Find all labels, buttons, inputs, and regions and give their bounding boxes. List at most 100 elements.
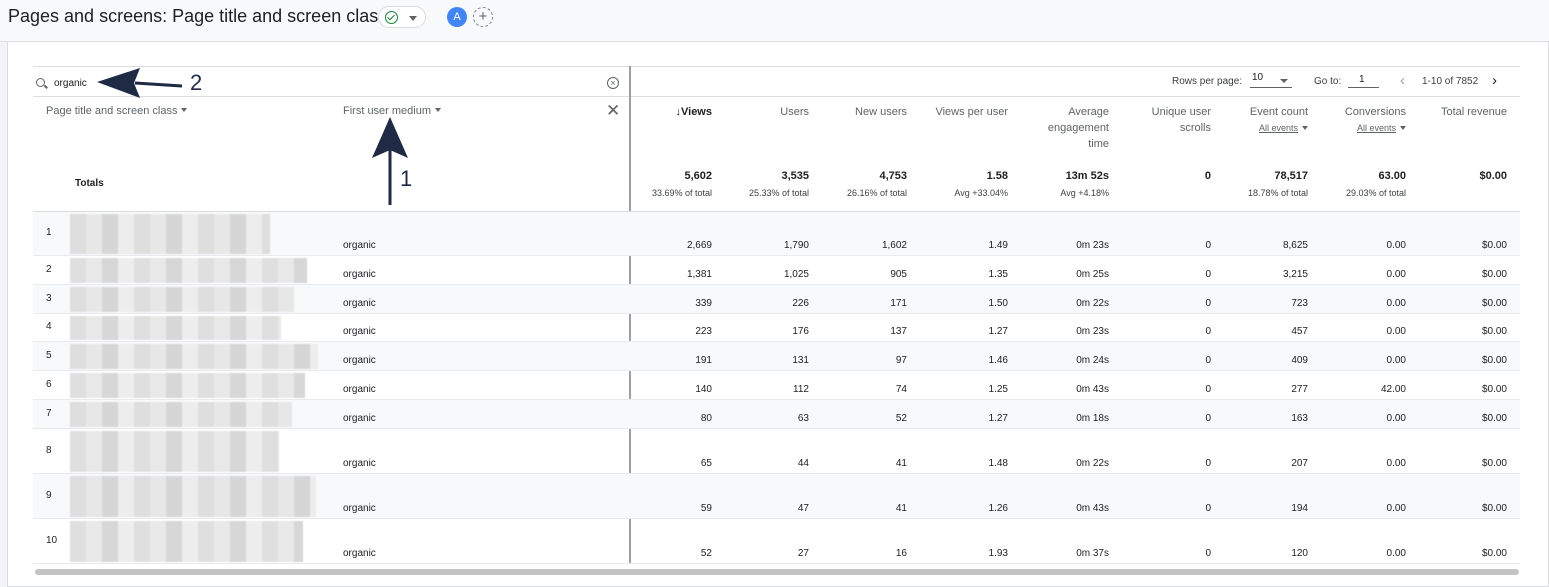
total-subtext: 33.69% of total <box>651 188 712 198</box>
metric-cell: 0m 23s <box>1076 326 1109 337</box>
metric-cell: 16 <box>895 548 907 559</box>
metric-cell: 0m 24s <box>1076 355 1109 366</box>
goto-page-input[interactable] <box>1348 72 1379 88</box>
prev-page-icon[interactable]: ‹ <box>1400 72 1405 89</box>
page-range: 1-10 of 7852 <box>1422 76 1479 87</box>
total-subtext: Avg +33.04% <box>954 188 1008 198</box>
total-subtext: 26.16% of total <box>846 188 907 198</box>
metric-cell: 80 <box>700 413 712 424</box>
total-value: 13m 52s <box>1065 170 1109 182</box>
metric-header-unique-user-scrolls[interactable]: Unique user scrolls <box>1151 106 1211 134</box>
first-user-medium-cell: organic <box>343 413 376 424</box>
row-index: 3 <box>46 292 52 304</box>
metric-cell: 0.00 <box>1386 269 1406 280</box>
metric-cell: $0.00 <box>1481 384 1507 395</box>
metric-cell: 59 <box>700 503 712 514</box>
redacted-page-title <box>70 287 294 312</box>
metric-cell: 223 <box>695 326 712 337</box>
table-row[interactable] <box>33 371 1520 400</box>
row-index: 9 <box>46 489 52 501</box>
redacted-page-title <box>70 402 292 427</box>
metric-header-average-engagement-time[interactable]: Average engagement time <box>1047 106 1109 150</box>
metric-cell: 97 <box>895 355 907 366</box>
dimension-header-first-user-medium[interactable]: First user medium <box>343 105 442 117</box>
metric-cell: 0 <box>1205 384 1211 395</box>
metric-cell: 42.00 <box>1380 384 1406 395</box>
metric-header-conversions[interactable]: Conversions <box>1344 106 1406 118</box>
table-row[interactable] <box>33 212 1520 256</box>
metric-cell: 194 <box>1291 503 1308 514</box>
dropdown-caret-icon <box>1302 126 1308 130</box>
comparison-avatar[interactable]: A <box>447 7 467 27</box>
metric-cell: 0 <box>1205 269 1211 280</box>
total-value: 1.58 <box>986 170 1008 182</box>
event-selector-dropdown[interactable]: All events <box>1316 123 1406 133</box>
report-status-dropdown[interactable] <box>378 6 426 28</box>
redacted-page-title <box>70 431 279 472</box>
metric-cell: 1,790 <box>783 240 809 251</box>
search-input[interactable] <box>54 76 354 90</box>
metric-cell: $0.00 <box>1481 326 1507 337</box>
row-index: 5 <box>46 349 52 361</box>
metric-cell: 0.00 <box>1386 458 1406 469</box>
metric-cell: 2,669 <box>686 240 712 251</box>
search-icon <box>36 78 45 87</box>
metric-header-users[interactable]: Users <box>780 106 809 118</box>
dimension-header-page-title[interactable]: Page title and screen class <box>46 105 188 117</box>
totals-label: Totals <box>75 178 104 189</box>
metric-cell: 1,381 <box>686 269 712 280</box>
metric-cell: 1.50 <box>988 298 1008 309</box>
add-comparison-button[interactable]: + <box>473 7 493 27</box>
table-row[interactable] <box>33 314 1520 342</box>
first-user-medium-cell: organic <box>343 326 376 337</box>
redacted-page-title <box>70 316 281 340</box>
total-subtext: 29.03% of total <box>1345 188 1406 198</box>
redacted-page-title <box>70 476 316 517</box>
total-value: 4,753 <box>879 170 907 182</box>
sort-caret-icon <box>435 108 442 112</box>
metric-cell: 1,025 <box>783 269 809 280</box>
row-index: 1 <box>46 227 52 238</box>
total-value: 63.00 <box>1378 170 1406 182</box>
remove-dimension-icon[interactable]: ✕ <box>606 101 621 120</box>
row-index: 7 <box>46 407 52 419</box>
row-index: 4 <box>46 321 52 332</box>
metric-cell: 0m 43s <box>1076 503 1109 514</box>
metric-cell: 0m 18s <box>1076 413 1109 424</box>
metric-cell: 44 <box>797 458 809 469</box>
metric-header-total-revenue[interactable]: Total revenue <box>1440 106 1507 118</box>
metric-cell: 0 <box>1205 298 1211 309</box>
redacted-page-title <box>70 373 305 398</box>
metric-header-views-per-user[interactable]: Views per user <box>935 106 1008 118</box>
metric-cell: 1.35 <box>988 269 1008 280</box>
rows-per-page-select[interactable]: 10 <box>1250 72 1292 88</box>
rows-per-page-label: Rows per page: <box>1172 76 1243 87</box>
metric-cell: 409 <box>1291 355 1308 366</box>
metric-cell: 74 <box>895 384 907 395</box>
table-row[interactable] <box>33 429 1520 474</box>
table-row[interactable] <box>33 519 1520 564</box>
metric-cell: 65 <box>700 458 712 469</box>
metric-cell: 226 <box>792 298 809 309</box>
report-header: Pages and screens: Page title and screen… <box>0 0 1549 42</box>
metric-header-new-users[interactable]: New users <box>855 106 907 118</box>
metric-cell: 1.26 <box>988 503 1008 514</box>
metric-cell: 137 <box>890 326 907 337</box>
total-value: 0 <box>1204 170 1211 182</box>
clear-search-icon[interactable]: × <box>607 77 619 89</box>
first-user-medium-cell: organic <box>343 298 376 309</box>
metric-cell: 120 <box>1291 548 1308 559</box>
metric-header-views[interactable]: ↓Views <box>675 106 713 118</box>
next-page-icon[interactable]: › <box>1492 72 1497 89</box>
table-row[interactable] <box>33 256 1520 285</box>
horizontal-scrollbar[interactable] <box>35 569 1519 575</box>
metric-header-event-count[interactable]: Event count <box>1249 106 1308 118</box>
metric-cell: $0.00 <box>1481 240 1507 251</box>
metric-cell: 112 <box>793 384 809 395</box>
row-index: 2 <box>46 263 52 275</box>
event-selector-dropdown[interactable]: All events <box>1218 123 1308 133</box>
metric-cell: 140 <box>695 384 712 395</box>
metric-cell: 0 <box>1205 458 1211 469</box>
check-circle-icon <box>385 11 398 24</box>
metric-cell: $0.00 <box>1481 413 1507 424</box>
